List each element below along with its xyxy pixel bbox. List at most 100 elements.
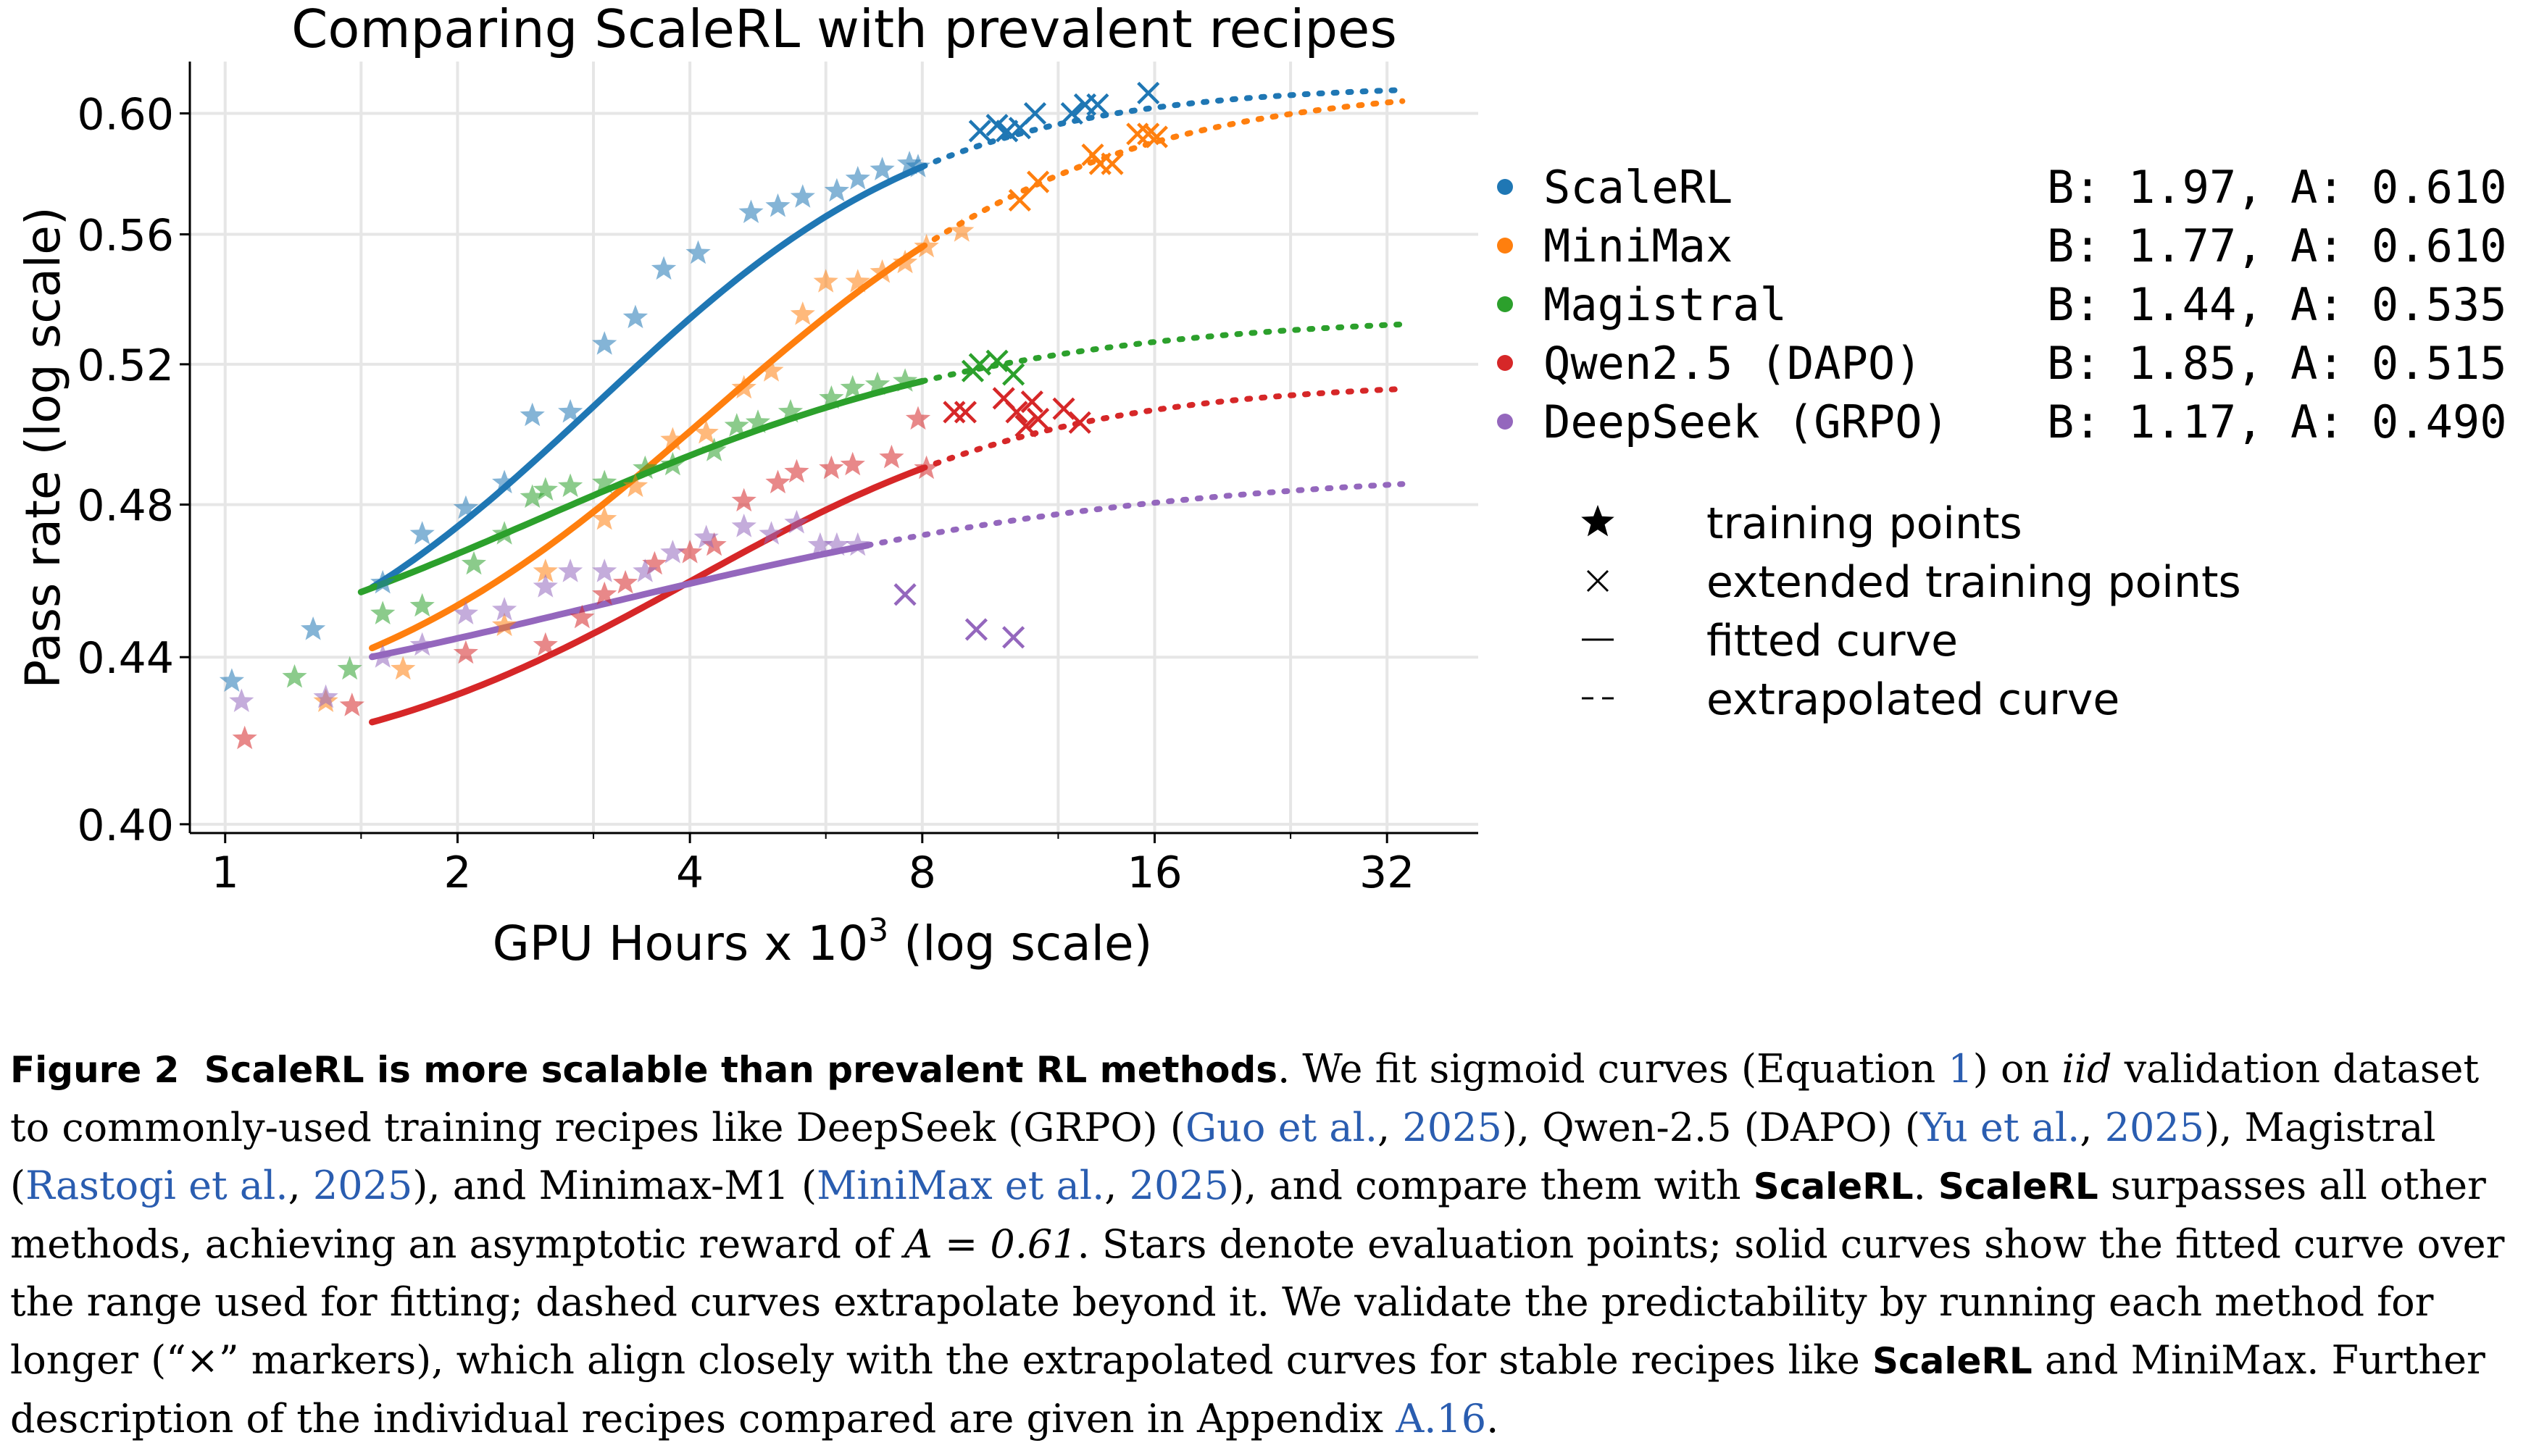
x-tick-label: 2 — [443, 848, 471, 898]
extended-point-x — [1020, 390, 1043, 414]
marker-legend: training points extended training points f… — [1581, 498, 2241, 725]
x-tick-label: 1 — [212, 848, 239, 898]
training-point-star — [570, 604, 595, 629]
y-tick-label: 0.56 — [77, 211, 174, 262]
caption-text: and MiniMax. Further description of the … — [10, 1337, 2485, 1442]
caption-text: , — [2080, 1105, 2105, 1150]
legend-series-name: Magistral — [1543, 278, 1787, 331]
training-point-star — [622, 304, 649, 329]
training-point-star — [651, 256, 677, 280]
x-axis-label-exponent: 3 — [868, 912, 888, 949]
training-point-star — [693, 419, 719, 444]
caption-text: ), and compare them with — [1229, 1163, 1754, 1208]
legend-dot — [1497, 296, 1513, 312]
citation-guo-year[interactable]: 2025 — [1402, 1105, 1502, 1150]
fitted-curves — [357, 87, 1406, 726]
training-point-star — [731, 488, 756, 512]
legend-series-params: B: 1.85, A: 0.515 — [2047, 337, 2507, 390]
caption-text: . — [1486, 1396, 1499, 1442]
training-point-star — [492, 597, 517, 621]
citation-rastogi-year[interactable]: 2025 — [312, 1163, 413, 1208]
training-point-star — [409, 632, 435, 656]
caption-text: . We fit sigmoid curves (Equation — [1277, 1046, 1948, 1092]
legend-series-params: B: 1.77, A: 0.610 — [2047, 219, 2507, 272]
training-point-star — [693, 524, 719, 548]
training-point-star — [558, 473, 583, 498]
appendix-link[interactable]: A.16 — [1396, 1396, 1487, 1442]
extrapolated-curve-0 — [919, 87, 1406, 170]
training-point-star — [622, 473, 649, 498]
fitted-curve-4 — [369, 542, 872, 661]
extrapolated-curve-4 — [864, 481, 1406, 548]
training-point-star — [453, 495, 478, 519]
citation-yu[interactable]: Yu et al. — [1920, 1105, 2080, 1150]
training-point-star — [845, 532, 870, 556]
training-point-star — [660, 540, 685, 564]
training-point-star — [282, 664, 307, 688]
x-tick-label: 4 — [676, 848, 704, 898]
extended-point-x — [1026, 407, 1050, 431]
extrapolated-curve-3 — [919, 386, 1406, 472]
training-point-star — [370, 644, 396, 668]
training-point-star — [592, 558, 617, 582]
training-point-star — [870, 156, 895, 180]
caption-text: ), Magistral ( — [10, 1105, 2436, 1208]
training-point-star — [777, 398, 804, 423]
training-point-star — [790, 184, 815, 208]
legend-series-params: B: 1.44, A: 0.535 — [2047, 278, 2507, 331]
equation-link[interactable]: 1 — [1948, 1046, 1973, 1092]
figure-caption: Figure 2 ScaleRL is more scalable than p… — [10, 1040, 2529, 1448]
x-axis-label: GPU Hours x 103 (log scale) — [493, 912, 1153, 971]
training-point-star — [914, 455, 939, 480]
extended-point-x — [1005, 401, 1028, 424]
training-point-star — [824, 177, 849, 202]
training-point-star — [558, 398, 583, 423]
citation-guo[interactable]: Guo et al. — [1185, 1105, 1378, 1150]
training-point-star — [592, 469, 617, 494]
training-point-star — [701, 532, 727, 556]
y-tick-label: 0.52 — [77, 340, 174, 391]
extended-point-x — [1126, 122, 1149, 146]
caption-iid: iid — [2061, 1046, 2112, 1092]
y-tick-label: 0.44 — [77, 633, 174, 684]
training-point-star — [613, 569, 638, 594]
extrapolated-curve-2 — [919, 321, 1406, 385]
citation-yu-year[interactable]: 2025 — [2104, 1105, 2205, 1150]
training-point-star — [813, 269, 838, 293]
marker-legend-label: extrapolated curve — [1706, 674, 2119, 725]
extended-point-x — [943, 401, 966, 424]
citation-minimax[interactable]: MiniMax et al. — [817, 1163, 1105, 1208]
training-point-star — [453, 640, 478, 664]
caption-text: . — [1913, 1163, 1938, 1208]
extended-point-x — [954, 401, 977, 424]
citation-rastogi[interactable]: Rastogi et al. — [25, 1163, 288, 1208]
citation-minimax-year[interactable]: 2025 — [1129, 1163, 1230, 1208]
training-point-star — [724, 413, 749, 437]
caption-text: validation dataset to commonly-used trai… — [10, 1046, 2480, 1150]
training-point-star — [533, 558, 558, 582]
legend-dot — [1497, 179, 1513, 195]
training-point-star — [660, 451, 685, 476]
caption-text: . Stars denote evaluation points; solid … — [10, 1221, 2505, 1383]
legend: ScaleRL B: 1.97, A: 0.610 MiniMax B: 1.77, … — [1497, 161, 2507, 448]
training-point-star — [337, 656, 362, 680]
training-point-star — [533, 632, 558, 656]
x-tick-label: 16 — [1127, 848, 1182, 898]
training-point-star — [840, 375, 865, 399]
training-point-star — [914, 233, 939, 258]
legend-series-name: Qwen2.5 (DAPO) — [1543, 337, 1922, 390]
training-point-star — [864, 372, 891, 396]
training-point-star — [633, 455, 658, 480]
fitted-curve-1 — [369, 243, 926, 652]
legend-series-name: ScaleRL — [1543, 161, 1733, 214]
training-point-star — [453, 601, 478, 624]
data-points — [219, 81, 1168, 750]
extended-point-x — [985, 349, 1009, 372]
x-axis-label-main: GPU Hours x 10 — [493, 916, 869, 971]
extended-point-x — [1002, 363, 1025, 386]
training-point-star — [339, 693, 364, 716]
training-point-star — [840, 451, 865, 476]
training-point-star — [409, 521, 435, 545]
legend-dot — [1497, 414, 1513, 430]
training-point-star — [520, 484, 545, 509]
